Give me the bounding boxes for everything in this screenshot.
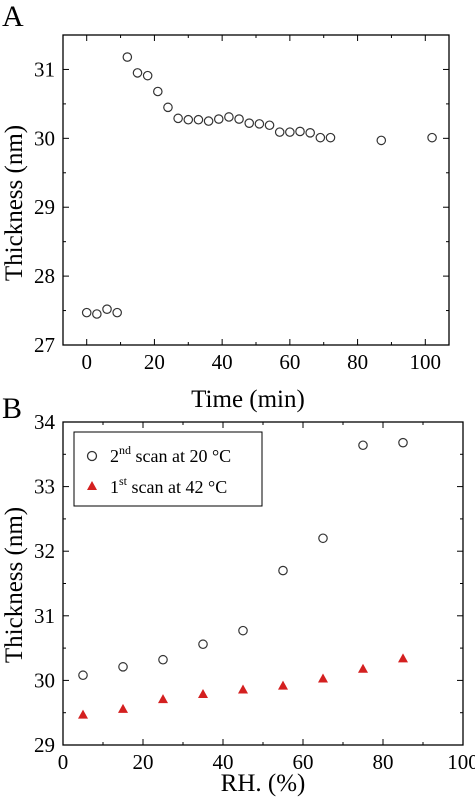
panel-a-series-0-point (376, 135, 387, 146)
panel-a-series-0-point (213, 114, 224, 124)
panel-b-ytick-label: 30 (34, 668, 55, 692)
panel-b-xtick-label: 0 (58, 750, 69, 774)
panel-a-xtick-label: 60 (279, 350, 300, 374)
panel-b-series-0-point (198, 639, 208, 650)
panel-b-series-1-point (238, 684, 248, 694)
legend-1-rest: scan at 20 °C (131, 446, 231, 466)
panel-a-series-0-point (173, 113, 183, 124)
panel-b-xtick-label: 20 (133, 750, 154, 774)
panel-b-series-0-point (78, 670, 88, 681)
panel-a-ytick-label: 29 (34, 195, 55, 219)
panel-b-series-1-point (398, 653, 408, 663)
panel-a-ylabel: Thickness (nm) (1, 125, 28, 281)
panel-b-ytick-label: 33 (34, 475, 55, 499)
panel-a-series-0-point (122, 52, 133, 62)
panel-a-series-0-point (142, 70, 153, 81)
legend-2-sup: st (119, 474, 128, 488)
panel-a-xtick-label: 80 (347, 350, 368, 374)
panel-a-letter: A (2, 0, 24, 33)
panel-b-xtick-label: 40 (213, 750, 234, 774)
panel-b-series-1-point (118, 703, 128, 713)
panel-b-ylabel: Thickness (nm) (1, 507, 28, 663)
legend-2-rest: scan at 42 °C (127, 477, 227, 497)
panel-a-series-0-point (264, 120, 275, 131)
panel-a-series-0-point (132, 68, 143, 78)
legend-entry-1: 2nd scan at 20 °C (110, 443, 231, 466)
panel-b-series-1-point (358, 663, 368, 673)
panel-a-series-0-point (315, 132, 326, 143)
panel-a-series-0-point (224, 112, 234, 122)
panel-a-xtick-label: 20 (144, 350, 165, 374)
panel-b-series-0-point (118, 662, 128, 672)
panel-a-series-0-point (112, 307, 122, 318)
panel-b-series-0-point (158, 654, 168, 665)
legend-2-base: 1 (110, 477, 119, 497)
panel-a-series-0-point (163, 102, 173, 113)
legend-1-sup: nd (119, 443, 131, 457)
panel-b-ytick-label: 32 (34, 539, 55, 563)
panel-b-series-0-point (358, 440, 368, 451)
panel-b-chart: B Thickness (nm) RH. (%) 0 20 40 60 80 100 29 3… (1, 392, 475, 797)
panel-b-xtick-label: 60 (293, 750, 314, 774)
panel-b-letter: B (2, 392, 22, 425)
panel-b-series-1-point (158, 694, 168, 704)
legend-entry-2: 1st scan at 42 °C (110, 474, 227, 497)
panel-b-xtick-label: 80 (373, 750, 394, 774)
panel-a-chart: A Thickness (nm) Time (min) 0 20 40 60 80 100… (1, 0, 450, 413)
panel-a-xtick-label: 100 (410, 350, 442, 374)
panel-a-series-0-point (183, 114, 194, 125)
panel-a-ytick-label: 31 (34, 57, 55, 81)
panel-a-series-0-point (285, 127, 295, 137)
panel-b-ytick-label: 34 (34, 410, 56, 434)
panel-b-xtick-label: 100 (447, 750, 475, 774)
panel-a-series-0-point (81, 307, 92, 318)
panel-b-series-0-point (318, 533, 328, 544)
panel-a-series-0-point (254, 119, 265, 129)
panel-a-series-0-point (234, 114, 244, 124)
panel-b-series-0-point (278, 565, 288, 576)
panel-a-ytick-label: 27 (34, 333, 55, 357)
panel-b-series-0-point (238, 625, 248, 636)
panel-b-series-1-point (198, 688, 208, 698)
panel-a-ytick-label: 28 (34, 264, 55, 288)
panel-a-series-0-point (325, 132, 336, 143)
panel-b-series-1-point (78, 709, 88, 719)
panel-a-series-0-point (244, 118, 255, 128)
legend-marker-triangle (87, 481, 97, 490)
panel-b-ytick-label: 31 (34, 604, 55, 628)
panel-a-series-0-point (427, 132, 437, 143)
panel-b-legend: 2nd scan at 20 °C 1st scan at 42 °C (73, 431, 263, 507)
panel-b-series-1-point (278, 680, 288, 690)
panel-b-series-0-point (398, 437, 408, 448)
panel-b-series-1-point (318, 673, 328, 683)
panel-a-series-0-point (153, 86, 163, 97)
panel-a-xlabel: Time (min) (191, 386, 305, 413)
panel-a-series-0-point (193, 114, 204, 125)
panel-a-ytick-label: 30 (34, 126, 55, 150)
legend-frame (73, 431, 263, 507)
panel-a-series-0-point (305, 128, 315, 138)
legend-marker-circle (86, 450, 98, 462)
panel-b-ytick-label: 29 (34, 733, 55, 757)
panel-a-series-0-point (274, 127, 285, 137)
legend-1-base: 2 (110, 446, 119, 466)
panel-a-series-0-point (92, 309, 102, 319)
panel-a-xtick-label: 0 (81, 350, 92, 374)
panel-a-series-0-point (295, 126, 305, 137)
panel-a-xtick-label: 40 (212, 350, 233, 374)
panel-a-series-0-point (102, 304, 112, 314)
panel-a-plot-frame (62, 34, 450, 346)
panel-a-series-0-point (203, 116, 214, 126)
panel-b-xlabel: RH. (%) (221, 770, 306, 797)
